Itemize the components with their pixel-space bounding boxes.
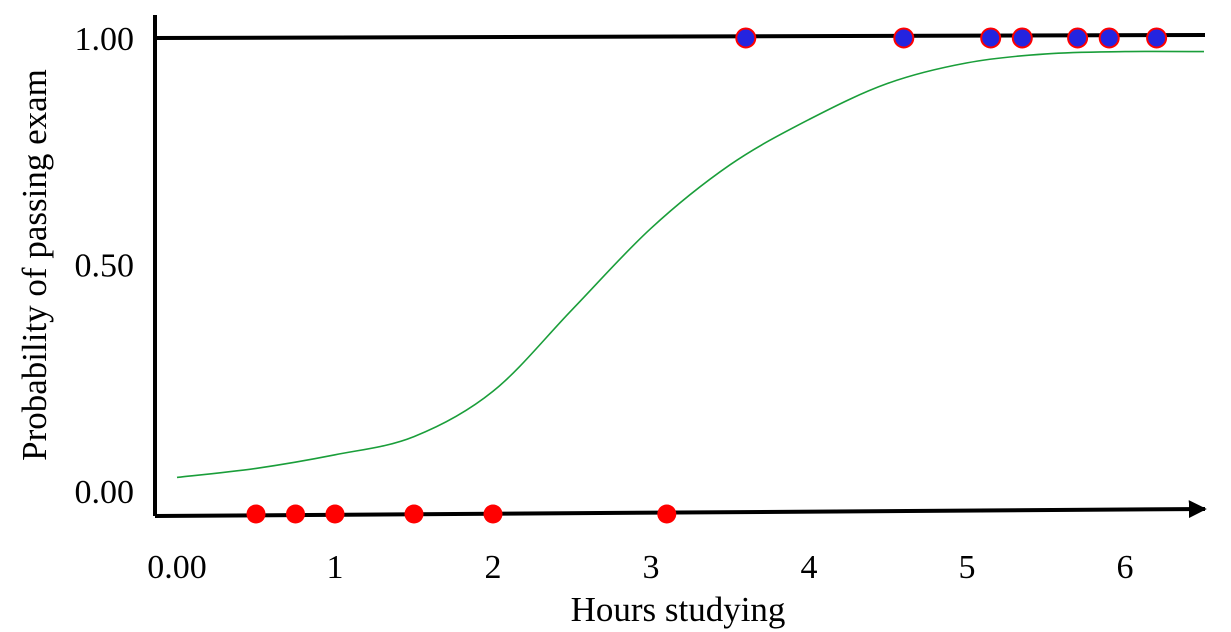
- pass-point: [1011, 27, 1033, 49]
- pass-point: [893, 27, 915, 49]
- pass-point: [1098, 27, 1120, 49]
- y-tick-label: 1.00: [75, 21, 135, 58]
- x-axis-title: Hours studying: [571, 590, 786, 629]
- pass-point: [1067, 27, 1089, 49]
- pass-point: [1146, 27, 1168, 49]
- logistic-curve: [176, 50, 1205, 479]
- fail-point: [286, 504, 305, 524]
- y-tick-label: 0.00: [75, 474, 135, 511]
- pass-point: [735, 27, 757, 49]
- fail-point: [246, 504, 266, 524]
- fail-point: [483, 504, 503, 524]
- y-axis-title: Probability of passing exam: [15, 69, 54, 461]
- x-tick-label: 1: [327, 549, 344, 586]
- fail-point: [657, 504, 677, 524]
- x-tick-label: 2: [485, 549, 502, 586]
- fail-point: [404, 504, 424, 524]
- x-tick-label: 0.00: [147, 549, 207, 586]
- pass-point: [980, 27, 1002, 49]
- x-tick-label: 5: [959, 549, 976, 586]
- curve-layer: [176, 50, 1205, 479]
- x-tick-label: 3: [643, 549, 660, 586]
- y-tick-label: 0.50: [75, 248, 135, 285]
- x-tick-label: 6: [1117, 549, 1134, 586]
- tick-labels-layer: 0.00 1 2 3 4 5 6 0.00 0.50 1.00: [75, 21, 1134, 586]
- x-tick-label: 4: [801, 549, 818, 586]
- axes-layer: [153, 15, 1207, 519]
- x-axis-line: [154, 500, 1207, 519]
- probability-one-line: [154, 33, 1206, 40]
- fail-point: [325, 504, 345, 524]
- points-layer: [246, 27, 1168, 524]
